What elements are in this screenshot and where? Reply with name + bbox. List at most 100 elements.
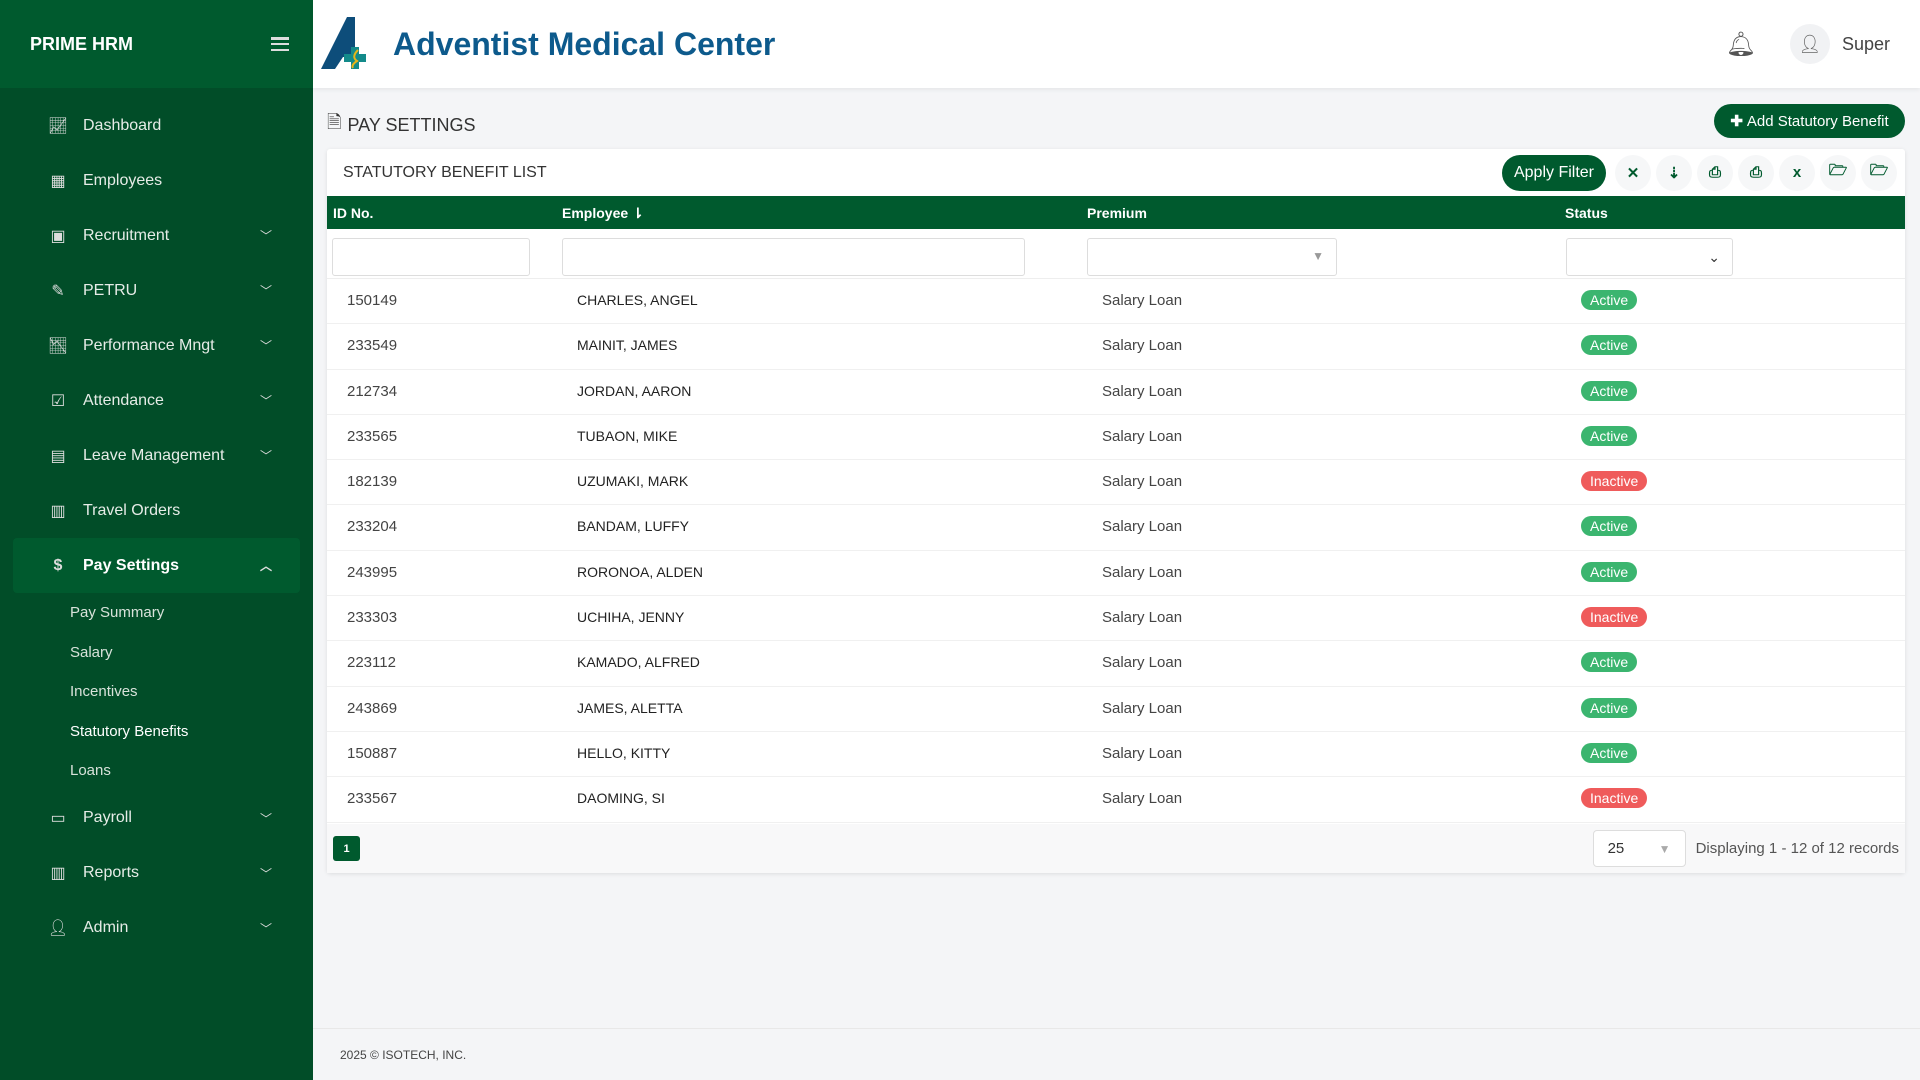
id-cell: 233549 [347, 337, 398, 355]
id-cell: 243869 [347, 699, 398, 717]
table-row[interactable]: 233549 MAINIT, JAMES Salary Loan Active [327, 324, 1905, 370]
table-row[interactable]: 243869 JAMES, ALETTA Salary Loan Active [327, 687, 1905, 732]
sort-icon[interactable]: ⇣ [1656, 154, 1692, 191]
folder-open-alt-icon[interactable]: 🗁 [1861, 154, 1897, 191]
sidebar-item-label: Recruitment [83, 226, 170, 244]
status-badge: Active [1581, 335, 1638, 356]
table-row[interactable]: 223112 KAMADO, ALFRED Salary Loan Active [327, 641, 1905, 687]
table-row[interactable]: 150887 HELLO, KITTY Salary Loan Active [327, 732, 1905, 778]
bell-icon[interactable]: 🔔︎ [1725, 30, 1756, 58]
records-summary: Displaying 1 - 12 of 12 records [1695, 840, 1899, 857]
sidebar-item-payroll[interactable]: ▭ Payroll ﹀ [13, 791, 300, 846]
user-name[interactable]: Super [1841, 33, 1890, 54]
id-cell: 233565 [347, 427, 398, 445]
sidebar-item-dashboard[interactable]: 📈︎ Dashboard [13, 98, 300, 153]
sidebar-item-reports[interactable]: ▥ Reports ﹀ [13, 846, 300, 901]
add-statutory-benefit-button[interactable]: ✚ Add Statutory Benefit [1714, 104, 1905, 138]
status-badge: Active [1581, 425, 1638, 446]
table-row[interactable]: 212734 JORDAN, AARON Salary Loan Active [327, 370, 1905, 415]
employee-filter-input[interactable] [562, 238, 1025, 276]
submenu-item-salary[interactable]: Salary [70, 643, 113, 661]
status-badge: Inactive [1581, 607, 1648, 628]
sidebar-item-employees[interactable]: ▦ Employees [13, 153, 300, 208]
employee-cell: DAOMING, SI [577, 790, 665, 807]
print-all-icon[interactable]: ⎙ [1738, 154, 1774, 191]
sidebar-item-performance-mngt[interactable]: 📉︎ Performance Mngt ﹀ [13, 318, 300, 373]
col-employee[interactable]: Employee ⇂ [562, 205, 644, 222]
chevron-down-icon: ﹀ [259, 284, 272, 298]
employee-cell: UCHIHA, JENNY [577, 609, 685, 626]
sidebar-item-label: Leave Management [83, 446, 225, 464]
table-row[interactable]: 233204 BANDAM, LUFFY Salary Loan Active [327, 505, 1905, 551]
brand-bar: PRIME HRM [0, 0, 313, 88]
avatar[interactable]: 👤︎ [1789, 24, 1830, 64]
sidebar-item-label: Dashboard [83, 116, 162, 134]
apply-filter-button[interactable]: Apply Filter [1501, 154, 1606, 191]
chevron-down-icon: ﹀ [259, 921, 272, 936]
status-badge: Active [1581, 561, 1638, 582]
submenu-item-pay-summary[interactable]: Pay Summary [70, 604, 165, 622]
file-signature-icon: ✎ [51, 282, 65, 300]
excel-export-icon[interactable]: x [1779, 154, 1815, 191]
page-1-button[interactable]: 1 [333, 836, 360, 861]
sidebar-item-leave-management[interactable]: ▤ Leave Management ﹀ [13, 428, 300, 483]
table-row[interactable]: 233303 UCHIHA, JENNY Salary Loan Inactive [327, 596, 1905, 642]
sidebar-item-travel-orders[interactable]: ▥ Travel Orders [13, 483, 300, 538]
table-row[interactable]: 233567 DAOMING, SI Salary Loan Inactive [327, 777, 1905, 823]
page-size-select[interactable]: 25 ▼ [1592, 830, 1686, 867]
org-title: Adventist Medical Center [393, 25, 776, 62]
employee-cell: UZUMAKI, MARK [577, 473, 689, 490]
table-row[interactable]: 233565 TUBAON, MIKE Salary Loan Active [327, 415, 1905, 461]
clear-filter-icon[interactable]: ✕ [1615, 154, 1651, 191]
page-title: 🗎 PAY SETTINGS [327, 110, 476, 140]
chevron-down-icon: ﹀ [259, 339, 272, 353]
premium-cell: Salary Loan [1102, 744, 1183, 762]
chevron-down-icon: ﹀ [259, 449, 272, 463]
sidebar-item-pay-settings[interactable]: $ Pay Settings ︿ [13, 538, 300, 593]
briefcase-icon: ▣ [50, 227, 66, 245]
col-id[interactable]: ID No. [333, 205, 374, 221]
id-cell: 223112 [347, 654, 396, 672]
chevron-up-icon: ︿ [259, 559, 272, 573]
employee-cell: JORDAN, AARON [577, 382, 692, 399]
sidebar-item-petru[interactable]: ✎ PETRU ﹀ [13, 263, 300, 318]
table-row[interactable]: 182139 UZUMAKI, MARK Salary Loan Inactive [327, 460, 1905, 506]
employee-cell: HELLO, KITTY [577, 744, 671, 761]
menu-toggle-icon[interactable] [271, 37, 289, 51]
premium-filter-select[interactable]: ▼ [1087, 238, 1337, 276]
col-premium[interactable]: Premium [1087, 205, 1147, 221]
sidebar-item-admin[interactable]: 👤︎ Admin ﹀ [13, 901, 300, 956]
status-filter-select[interactable]: ⌄ [1566, 238, 1733, 276]
table-row[interactable]: 243995 RORONOA, ALDEN Salary Loan Active [327, 551, 1905, 597]
print-icon[interactable]: ⎙ [1697, 154, 1733, 191]
id-cell: 212734 [347, 382, 398, 400]
employee-cell: CHARLES, ANGEL [577, 292, 698, 308]
chevron-down-icon: ﹀ [259, 229, 272, 243]
id-cell: 233303 [347, 609, 398, 627]
col-status[interactable]: Status [1565, 205, 1608, 221]
submenu-item-loans[interactable]: Loans [70, 762, 111, 780]
sidebar-item-label: Employees [83, 171, 163, 189]
submenu-item-incentives[interactable]: Incentives [70, 683, 138, 701]
premium-cell: Salary Loan [1102, 699, 1183, 717]
status-badge: Inactive [1581, 788, 1648, 809]
status-badge: Active [1581, 290, 1638, 310]
sidebar-item-label: Attendance [83, 391, 164, 409]
sidebar-item-recruitment[interactable]: ▣ Recruitment ﹀ [13, 208, 300, 263]
sidebar-item-label: Payroll [83, 809, 132, 826]
user-shield-icon: 👤︎ [47, 920, 69, 937]
folder-open-icon[interactable]: 🗁 [1820, 154, 1856, 191]
premium-cell: Salary Loan [1102, 563, 1183, 581]
table-row[interactable]: 150149 CHARLES, ANGEL Salary Loan Active [327, 279, 1905, 325]
submenu-item-statutory-benefits[interactable]: Statutory Benefits [70, 722, 189, 740]
premium-cell: Salary Loan [1102, 292, 1183, 309]
id-cell: 243995 [347, 563, 398, 581]
employee-cell: JAMES, ALETTA [577, 699, 683, 716]
top-header: Adventist Medical Center 🔔︎ 👤︎ Super [313, 0, 1920, 88]
sidebar-item-label: Admin [83, 919, 129, 936]
calendar-icon: ▤ [50, 447, 66, 465]
file-invoice-icon: 🗎 [327, 112, 342, 132]
status-badge: Inactive [1581, 471, 1648, 492]
id-filter-input[interactable] [332, 238, 530, 276]
sidebar-item-attendance[interactable]: ☑ Attendance ﹀ [13, 373, 300, 428]
